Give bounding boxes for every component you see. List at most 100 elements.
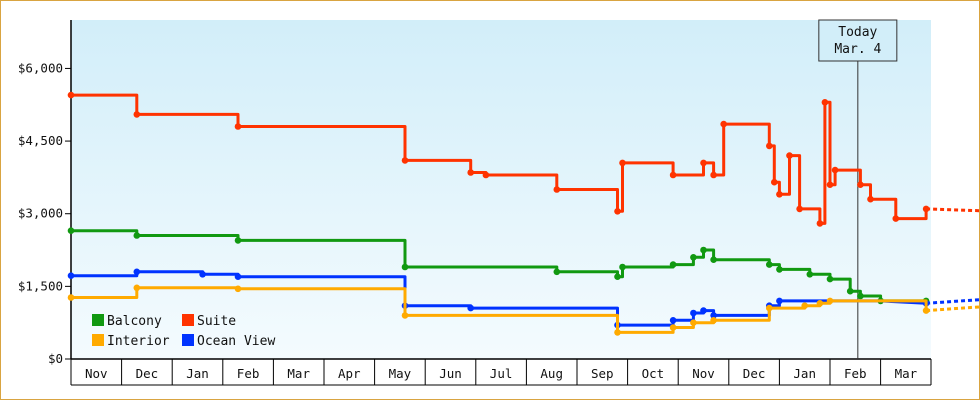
interior-point bbox=[922, 307, 930, 314]
legend: Balcony Suite Interior Ocean View bbox=[92, 314, 275, 349]
interior-point bbox=[801, 302, 808, 310]
balcony-point bbox=[669, 261, 677, 268]
month-label-jun: Jun bbox=[439, 366, 462, 381]
y-tick-label: $4,500 bbox=[18, 133, 63, 148]
month-label-may: May bbox=[389, 366, 412, 381]
month-label-dec: Dec bbox=[136, 366, 159, 381]
interior-point bbox=[669, 324, 677, 331]
balcony-point bbox=[806, 271, 814, 278]
interior-point bbox=[67, 294, 75, 301]
month-label-nov: Nov bbox=[692, 366, 715, 381]
balcony-point bbox=[857, 292, 864, 300]
plot-background bbox=[71, 20, 931, 359]
ocean-view-point bbox=[700, 307, 707, 314]
legend-swatch-ocean-view bbox=[182, 334, 194, 346]
interior-point bbox=[690, 319, 697, 327]
legend-swatch-interior bbox=[92, 334, 104, 346]
series-interior bbox=[67, 284, 980, 336]
interior-point bbox=[826, 297, 834, 305]
today-marker: Today Mar. 4 bbox=[818, 19, 898, 359]
x-axis: Nov Dec Jan Feb Mar Apr May Jun Jul Aug Sep Oct Nov D… bbox=[70, 358, 932, 386]
suite-line bbox=[71, 93, 928, 225]
suite-point bbox=[857, 181, 864, 188]
ocean-view-point bbox=[133, 268, 141, 276]
month-label-feb: Feb bbox=[237, 366, 260, 381]
suite-point bbox=[796, 205, 803, 213]
suite-point bbox=[720, 120, 727, 128]
balcony-point bbox=[553, 268, 561, 276]
ocean-view-point bbox=[776, 297, 783, 305]
month-label-mar: Mar bbox=[895, 366, 918, 381]
balcony-point bbox=[234, 237, 242, 244]
interior-point bbox=[816, 300, 824, 307]
month-label-aug: Aug bbox=[540, 366, 563, 381]
suite-point bbox=[467, 169, 475, 176]
y-tick-label: $0 bbox=[48, 351, 63, 366]
suite-point bbox=[67, 91, 75, 99]
interior-point bbox=[133, 284, 141, 292]
suite-forecast bbox=[926, 207, 980, 213]
today-label: Today bbox=[838, 25, 877, 40]
legend-label-balcony: Balcony bbox=[107, 314, 162, 329]
interior-point bbox=[401, 312, 409, 319]
suite-point bbox=[614, 208, 621, 215]
today-box bbox=[818, 19, 898, 62]
suite-point bbox=[786, 152, 793, 159]
ocean-view-forecast bbox=[925, 298, 980, 305]
month-label-feb: Feb bbox=[844, 366, 867, 381]
series-lines bbox=[67, 91, 980, 336]
suite-point bbox=[816, 220, 824, 227]
suite-point bbox=[776, 191, 783, 198]
suite-point bbox=[700, 159, 707, 167]
balcony-point bbox=[619, 263, 626, 271]
y-tick-label: $3,000 bbox=[18, 206, 63, 221]
series-suite bbox=[67, 91, 980, 227]
balcony-point bbox=[67, 227, 75, 234]
suite-point bbox=[922, 205, 930, 213]
suite-point bbox=[821, 99, 829, 106]
legend-label-suite: Suite bbox=[197, 314, 236, 329]
balcony-point bbox=[826, 275, 834, 283]
balcony-point bbox=[710, 256, 717, 264]
legend-swatch-suite bbox=[182, 314, 194, 326]
suite-point bbox=[831, 166, 839, 174]
ocean-view-point bbox=[690, 309, 697, 317]
today-date: Mar. 4 bbox=[834, 42, 881, 57]
ocean-view-point bbox=[669, 317, 677, 324]
suite-point bbox=[234, 123, 242, 130]
suite-point bbox=[401, 157, 409, 164]
ocean-view-point bbox=[199, 271, 206, 278]
y-axis: $0 $1,500 $3,000 $4,500 $6,000 bbox=[18, 20, 72, 366]
suite-point bbox=[553, 186, 561, 193]
month-label-jan: Jan bbox=[186, 366, 209, 381]
balcony-point bbox=[690, 253, 697, 261]
suite-point bbox=[133, 111, 141, 118]
y-tick-label: $6,000 bbox=[18, 60, 63, 75]
month-label-jan: Jan bbox=[793, 366, 816, 381]
balcony-point bbox=[133, 232, 141, 239]
ocean-view-point bbox=[710, 312, 717, 319]
y-tick-label: $1,500 bbox=[18, 278, 63, 293]
balcony-point bbox=[401, 263, 409, 271]
month-label-mar: Mar bbox=[287, 366, 310, 381]
ocean-view-point bbox=[67, 272, 75, 280]
suite-point bbox=[892, 215, 900, 222]
interior-point bbox=[234, 285, 242, 293]
month-label-sep: Sep bbox=[591, 366, 614, 381]
interior-point bbox=[710, 317, 717, 324]
legend-swatch-balcony bbox=[92, 314, 104, 326]
legend-label-interior: Interior bbox=[107, 334, 170, 349]
suite-point bbox=[766, 142, 773, 150]
legend-label-ocean-view: Ocean View bbox=[197, 334, 275, 349]
month-label-dec: Dec bbox=[743, 366, 766, 381]
month-label-nov: Nov bbox=[85, 366, 108, 381]
balcony-point bbox=[614, 273, 621, 281]
interior-forecast bbox=[925, 305, 980, 313]
suite-point bbox=[867, 195, 874, 203]
month-label-apr: Apr bbox=[338, 366, 361, 381]
balcony-point bbox=[700, 246, 707, 254]
suite-point bbox=[771, 178, 778, 186]
balcony-point bbox=[846, 287, 854, 295]
suite-point bbox=[482, 171, 490, 179]
